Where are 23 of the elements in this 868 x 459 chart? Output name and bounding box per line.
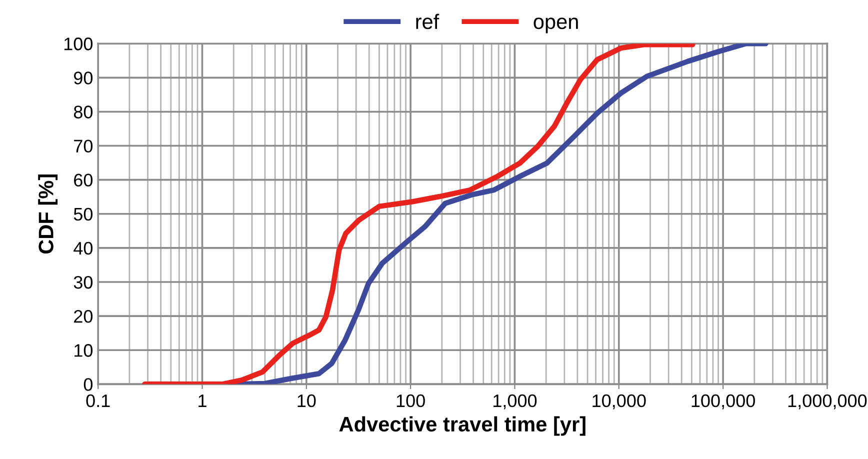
x-tick-label: 1,000 [494, 394, 537, 410]
x-tick-label: 100,000 [692, 394, 755, 410]
y-tick-label: 50 [74, 208, 93, 221]
x-tick-label: 0.1 [86, 394, 110, 408]
y-tick-label: 30 [74, 276, 93, 289]
x-axis-title: Advective travel time [yr] [339, 416, 586, 436]
y-tick-label: 60 [74, 174, 93, 187]
y-tick-label: 10 [74, 344, 93, 357]
x-tick-label: 1 [198, 394, 206, 407]
y-tick-label: 90 [74, 72, 93, 84]
y-tick-label: 20 [74, 310, 93, 323]
y-tick-label: 80 [74, 106, 93, 118]
y-tick-label: 0 [84, 378, 93, 391]
y-tick-label: 70 [74, 140, 93, 152]
x-tick-label: 10 [298, 394, 316, 408]
x-tick-label: 100 [396, 394, 425, 408]
legend-label: open [534, 18, 578, 34]
x-tick-label: 1,000,000 [788, 394, 867, 410]
y-tick-label: 40 [74, 242, 93, 255]
y-axis-title: CDF [%] [38, 174, 58, 254]
legend-label: ref [416, 14, 440, 30]
x-tick-label: 10,000 [592, 394, 646, 410]
y-tick-label: 100 [64, 38, 93, 50]
